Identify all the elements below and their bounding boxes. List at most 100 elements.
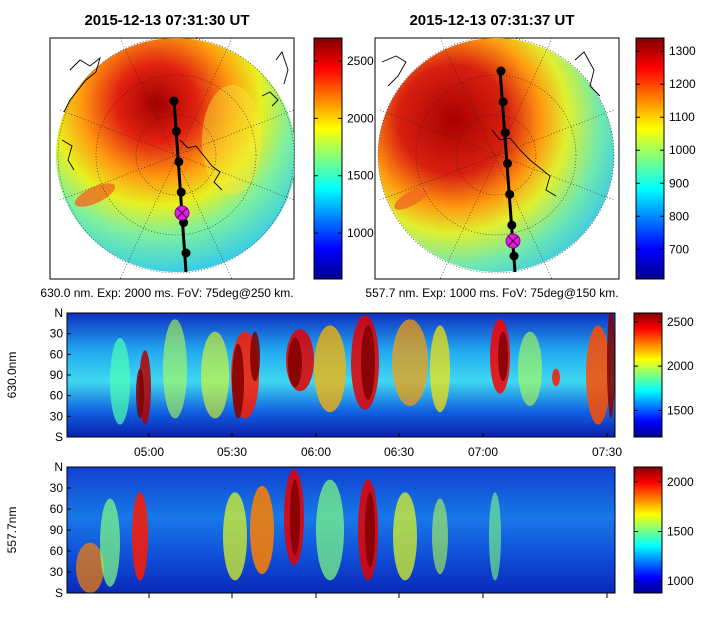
keogram-630-xticks: 05:00 05:30 06:00 06:30 07:00 07:30	[134, 433, 622, 459]
keogram-ytick-label: S	[55, 586, 63, 600]
keogram-ytick-label: 60	[50, 544, 64, 558]
keogram-feature	[290, 479, 300, 556]
keogram-feature	[430, 325, 450, 413]
track-points-557	[496, 66, 519, 261]
keogram-feature	[392, 319, 428, 406]
keogram-630: N 30 60 90 60 30 S 05:00 05:30 06:00 06:30 07:00 07…	[50, 306, 623, 459]
keogram-ytick-label: 90	[50, 368, 64, 382]
keogram-ytick-label: 30	[50, 481, 64, 495]
caption-557: 557.7 nm. Exp: 1000 ms. FoV: 75deg@150 k…	[365, 286, 618, 300]
keogram-ytick-label: 90	[50, 523, 64, 537]
colorbar-557-keogram: 1000 1500 2000	[633, 466, 694, 594]
keogram-feature	[518, 331, 542, 406]
colorbar-tick-label: 2000	[667, 475, 694, 489]
track-point	[503, 159, 512, 168]
keogram-feature	[552, 368, 560, 387]
colorbar-tick-label: 2000	[667, 359, 694, 373]
keogram-630-yticks: N 30 60 90 60 30 S	[50, 306, 71, 444]
keogram-feature	[201, 331, 229, 419]
track-point	[169, 96, 179, 106]
keogram-557-ylabel: 557.7nm	[5, 507, 19, 554]
colorbar-tick-label: 1200	[669, 77, 696, 91]
allsky-image-630	[49, 37, 295, 280]
keogram-ytick-label: N	[54, 306, 63, 320]
colorbar-tick-label: 2500	[347, 54, 374, 68]
colorbar-630-keogram: 1500 2000 2500	[633, 312, 694, 438]
keogram-feature	[110, 337, 130, 425]
keogram-557-yticks: N 30 60 90 60 30 S	[50, 460, 71, 600]
keogram-feature	[365, 492, 375, 568]
colorbar-tick-label: 1000	[347, 226, 374, 240]
track-point	[505, 189, 515, 199]
colorbar-ticks-630-image: 1000 1500 2000 2500	[314, 54, 374, 240]
keogram-feature	[250, 485, 274, 575]
keogram-557: N 30 60 90 60 30 S	[50, 460, 616, 600]
keogram-557-features	[76, 469, 501, 593]
keogram-ytick-label: 30	[50, 327, 64, 341]
colorbar-tick-label: 1000	[667, 574, 694, 588]
keogram-feature	[489, 492, 501, 581]
allsky-image-557	[374, 37, 620, 280]
keogram-feature	[314, 325, 346, 413]
colorbar-ticks-630-keogram: 1500 2000 2500	[634, 315, 694, 417]
keogram-feature	[361, 325, 375, 400]
colorbar-tick-label: 800	[669, 209, 689, 223]
keogram-ytick-label: 30	[50, 565, 64, 579]
keogram-feature	[223, 492, 247, 581]
colorbar-tick-label: 2500	[667, 315, 694, 329]
keogram-feature	[498, 331, 508, 382]
colorbar-tick-label: 700	[669, 242, 689, 256]
colorbar-tick-label: 1100	[669, 110, 695, 124]
keogram-ytick-label: 60	[50, 347, 64, 361]
colorbar-tick-label: 1500	[667, 403, 694, 417]
keogram-feature	[607, 313, 615, 419]
keogram-feature	[232, 344, 244, 419]
keogram-ytick-label: 60	[50, 502, 64, 516]
keogram-557-xticks	[148, 593, 608, 598]
track-point	[498, 97, 508, 107]
colorbar-tick-label: 1500	[667, 524, 694, 538]
track-point	[509, 251, 519, 261]
track-point	[171, 126, 181, 136]
keogram-feature	[163, 319, 187, 419]
colorbar-tick-label: 1000	[669, 143, 696, 157]
keogram-xtick-label: 07:30	[592, 445, 622, 459]
colorbar-tick-label: 900	[669, 176, 689, 190]
keogram-630-ylabel: 630.0nm	[5, 352, 19, 399]
track-point	[174, 157, 184, 167]
track-point	[507, 220, 517, 230]
track-point	[176, 187, 186, 197]
track-point	[500, 128, 510, 138]
keogram-feature	[393, 492, 417, 581]
keogram-xtick-label: 05:30	[217, 445, 247, 459]
keogram-xtick-label: 05:00	[134, 445, 164, 459]
caption-630: 630.0 nm. Exp: 2000 ms. FoV: 75deg@250 k…	[40, 286, 293, 300]
colorbar-ticks-557-keogram: 1000 1500 2000	[634, 475, 694, 588]
current-position-marker-557	[505, 233, 521, 249]
keogram-ytick-label: N	[54, 460, 63, 474]
colorbar-tick-label: 1500	[347, 169, 374, 183]
keogram-ytick-label: S	[55, 430, 63, 444]
current-position-marker-630	[174, 205, 190, 221]
keogram-feature	[432, 498, 448, 575]
keogram-feature	[250, 331, 260, 382]
colorbar-630-image: 1000 1500 2000 2500	[313, 37, 374, 280]
keogram-feature	[288, 337, 302, 388]
keogram-feature	[316, 479, 344, 581]
keogram-630-features	[110, 313, 615, 425]
colorbar-tick-label: 1300	[669, 44, 696, 58]
keogram-feature	[136, 368, 144, 419]
keogram-xtick-label: 07:00	[468, 445, 498, 459]
track-point	[496, 66, 506, 76]
keogram-ytick-label: 60	[50, 389, 64, 403]
colorbar-ticks-557-image: 700 800 900 1000 1100 1200 1300	[636, 44, 696, 256]
track-point	[181, 248, 191, 258]
keogram-feature	[586, 325, 610, 425]
panel-title-630: 2015-12-13 07:31:30 UT	[84, 12, 249, 29]
keogram-feature	[100, 498, 120, 587]
keogram-ytick-label: 30	[50, 409, 64, 423]
keogram-xtick-label: 06:30	[384, 445, 414, 459]
keogram-xtick-label: 06:00	[301, 445, 331, 459]
panel-title-557: 2015-12-13 07:31:37 UT	[409, 12, 574, 29]
